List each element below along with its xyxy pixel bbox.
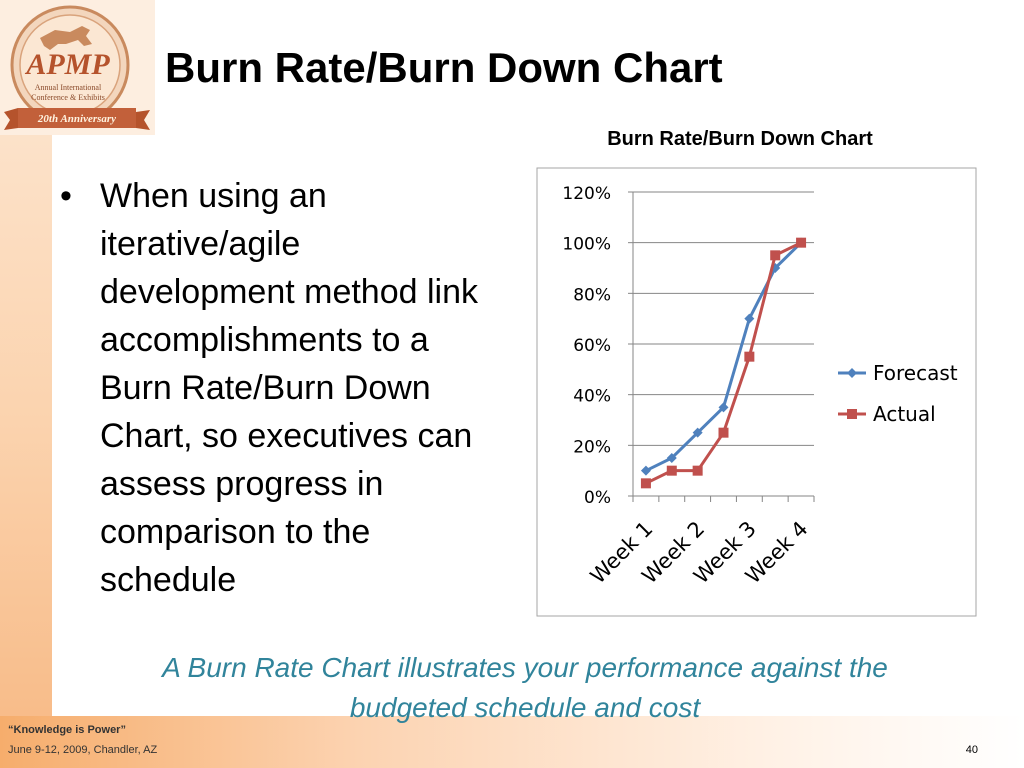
y-tick-label: 100% [562, 235, 611, 255]
legend-marker-actual [847, 409, 857, 419]
data-point-forecast [744, 313, 755, 324]
y-tick-label: 80% [573, 285, 611, 305]
data-point-forecast [666, 453, 677, 463]
caption-line-2: budgeted schedule and cost [349, 692, 701, 723]
chart-title: Burn Rate/Burn Down Chart [607, 128, 873, 150]
legend-label-forecast: Forecast [873, 361, 958, 385]
data-point-actual [718, 427, 729, 438]
apmp-logo-graphic: APMP Annual International Conference & E… [4, 5, 150, 130]
bullet-text: When using an iterative/agile developmen… [100, 177, 479, 599]
data-point-actual [770, 250, 781, 261]
data-point-actual [692, 465, 703, 476]
footer-quote: “Knowledge is Power” [8, 724, 126, 736]
legend-marker-forecast [847, 368, 857, 378]
caption-line-1: A Burn Rate Chart illustrates your perfo… [162, 652, 888, 683]
logo-brand: APMP [24, 48, 110, 81]
data-point-actual [640, 478, 651, 489]
bottom-decor-band [0, 716, 1024, 768]
bullet-dot-icon: • [60, 177, 72, 215]
page-number: 40 [965, 744, 978, 756]
apmp-logo: APMP Annual International Conference & E… [0, 0, 155, 135]
y-tick-label: 20% [573, 437, 611, 457]
data-point-forecast [640, 465, 651, 476]
y-tick-label: 60% [573, 336, 611, 356]
footer-date-location: June 9-12, 2009, Chandler, AZ [8, 744, 158, 756]
logo-line2: Conference & Exhibits [31, 93, 105, 102]
data-point-actual [666, 465, 677, 476]
ribbon-band [18, 108, 136, 128]
data-point-actual [744, 351, 755, 362]
data-point-forecast [692, 427, 703, 438]
legend-label-actual: Actual [873, 402, 936, 426]
y-tick-label: 0% [584, 488, 611, 508]
slide-caption: A Burn Rate Chart illustrates your perfo… [60, 648, 990, 728]
y-tick-label: 120% [562, 184, 611, 204]
logo-line1: Annual International [35, 83, 102, 92]
data-point-forecast [718, 402, 729, 413]
page-title: Burn Rate/Burn Down Chart [165, 44, 723, 91]
y-tick-label: 40% [573, 387, 611, 407]
logo-ribbon-text: 20th Anniversary [37, 113, 116, 125]
horse-icon [40, 26, 92, 50]
data-point-actual [796, 237, 807, 248]
